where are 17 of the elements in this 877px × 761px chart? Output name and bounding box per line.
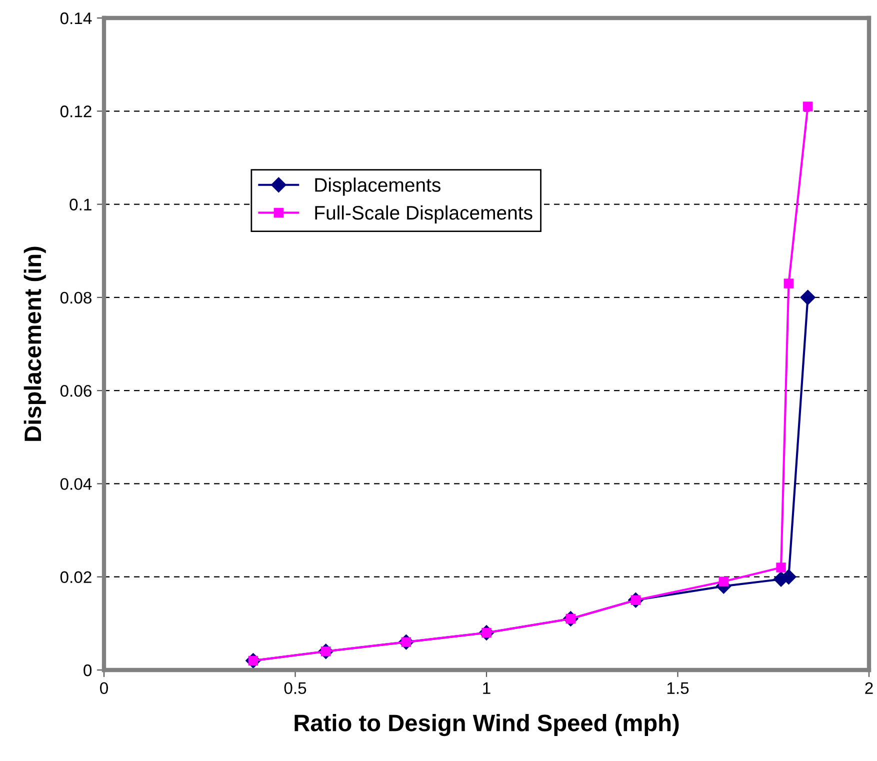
x-tick-label: 2 (865, 682, 873, 694)
y-tick-label: 0.02 (60, 571, 92, 584)
x-axis-title: Ratio to Design Wind Speed (mph) (294, 714, 679, 736)
y-tick-label: 0.08 (60, 292, 92, 304)
y-tick-label: 0.12 (60, 106, 92, 118)
y-tick-label: 0 (84, 664, 92, 676)
y-axis-title: Displacement (in) (24, 246, 46, 441)
x-tick-label: 1 (483, 682, 490, 694)
y-tick-label: 0.04 (60, 478, 92, 490)
y-tick-label: 0.1 (70, 198, 92, 210)
y-tick-label: 0.14 (60, 12, 92, 24)
x-tick-label: 0.5 (284, 682, 306, 694)
legend-label: Full-Scale Displacements (315, 205, 532, 224)
x-tick-label: 1.5 (667, 682, 689, 694)
legend-label: Displacements (315, 178, 440, 196)
y-tick-label: 0.06 (60, 384, 92, 397)
x-tick-label: 0 (100, 682, 108, 694)
